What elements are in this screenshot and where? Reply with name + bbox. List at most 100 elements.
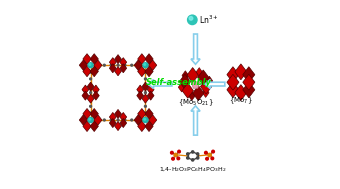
Polygon shape [138,66,146,77]
Polygon shape [90,108,98,119]
Polygon shape [87,82,94,91]
Polygon shape [90,54,98,64]
Circle shape [144,92,147,94]
Polygon shape [205,80,225,89]
Polygon shape [83,121,91,132]
Polygon shape [94,60,102,70]
Circle shape [144,112,147,114]
Circle shape [90,64,91,66]
Polygon shape [149,60,157,70]
Circle shape [90,119,91,121]
Circle shape [103,64,105,66]
Circle shape [144,64,147,66]
Circle shape [144,105,147,107]
Circle shape [90,71,91,73]
Polygon shape [134,60,142,70]
Polygon shape [115,122,121,131]
Circle shape [117,119,119,121]
Polygon shape [179,74,191,89]
Polygon shape [90,121,98,132]
Circle shape [110,64,112,66]
Polygon shape [227,74,239,90]
Circle shape [131,119,133,121]
Circle shape [144,64,146,65]
Polygon shape [182,71,189,80]
Polygon shape [149,115,157,125]
Polygon shape [82,85,89,94]
Circle shape [88,63,93,68]
Circle shape [117,64,119,66]
Polygon shape [191,82,200,88]
Polygon shape [87,94,94,103]
Circle shape [103,119,105,121]
Polygon shape [138,54,146,64]
Circle shape [144,119,147,121]
Circle shape [144,119,147,121]
Polygon shape [145,121,153,132]
Circle shape [144,98,147,100]
Polygon shape [243,82,255,98]
Polygon shape [191,34,200,64]
Polygon shape [145,108,153,119]
Text: Self-assembly: Self-assembly [146,78,211,87]
Circle shape [172,157,174,160]
Polygon shape [147,91,154,100]
Polygon shape [138,108,146,119]
Polygon shape [145,54,153,64]
Circle shape [138,119,139,121]
Circle shape [177,157,180,160]
Circle shape [97,64,98,66]
Circle shape [144,64,147,66]
Circle shape [191,159,194,161]
Circle shape [89,118,91,120]
Circle shape [144,78,147,80]
Polygon shape [82,91,89,100]
Circle shape [88,118,93,122]
Circle shape [144,71,147,73]
Polygon shape [191,106,200,135]
Polygon shape [227,82,239,98]
Polygon shape [196,68,203,77]
Text: 1,4-H$_2$O$_3$PC$_6$H$_4$PO$_3$H$_2$: 1,4-H$_2$O$_3$PC$_6$H$_4$PO$_3$H$_2$ [159,166,226,174]
Circle shape [90,98,91,100]
Polygon shape [142,94,149,103]
Text: {Mo$_7$}: {Mo$_7$} [229,95,253,106]
Circle shape [144,118,146,120]
Circle shape [110,119,112,121]
Polygon shape [92,91,99,100]
Circle shape [208,153,211,157]
Polygon shape [109,112,116,122]
Circle shape [143,118,148,122]
Polygon shape [147,85,154,94]
Circle shape [97,119,98,121]
Polygon shape [145,66,153,77]
Circle shape [211,157,214,160]
Polygon shape [83,66,91,77]
Polygon shape [206,76,213,86]
Circle shape [212,150,215,153]
Polygon shape [115,55,121,64]
Polygon shape [83,108,91,119]
Polygon shape [243,67,255,83]
Polygon shape [115,109,121,119]
Polygon shape [142,82,149,91]
Circle shape [188,15,197,25]
Polygon shape [235,85,247,101]
Polygon shape [109,58,116,67]
Circle shape [144,85,147,87]
Polygon shape [120,112,127,122]
Circle shape [90,92,91,94]
Polygon shape [94,115,102,125]
Text: Ln$^{3+}$: Ln$^{3+}$ [199,14,218,26]
Polygon shape [243,74,255,90]
Circle shape [90,105,91,107]
Polygon shape [120,119,127,128]
Polygon shape [90,66,98,77]
Polygon shape [227,67,239,83]
Polygon shape [193,86,204,101]
Polygon shape [120,58,127,67]
Polygon shape [83,54,91,64]
Text: {Mo$_5$O$_{21}$}: {Mo$_5$O$_{21}$} [177,97,214,108]
Polygon shape [201,79,212,94]
Circle shape [124,119,126,121]
